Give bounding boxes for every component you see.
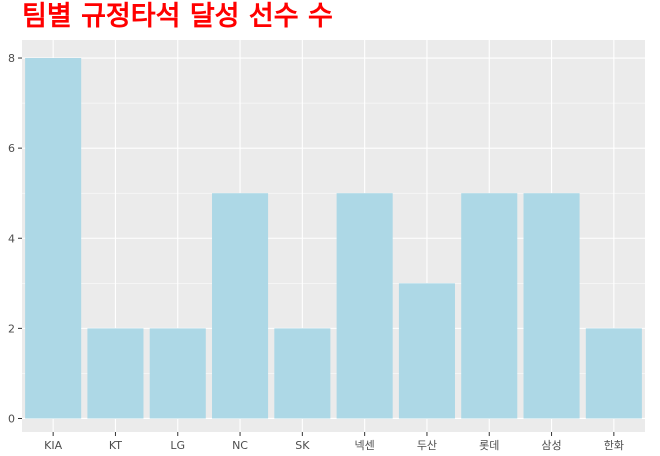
x-tick-label: 롯데 xyxy=(479,439,499,452)
y-tick-label: 4 xyxy=(8,232,15,245)
bar-두산 xyxy=(398,283,455,419)
x-tick-label: NC xyxy=(232,439,248,452)
bar-SK xyxy=(274,328,331,419)
bar-KIA xyxy=(25,58,82,419)
y-tick-label: 8 xyxy=(8,52,15,65)
bar-NC xyxy=(212,193,269,419)
x-tick-label: LG xyxy=(170,439,185,452)
bar-LG xyxy=(149,328,206,419)
x-tick-label: SK xyxy=(295,439,310,452)
x-tick-label: KT xyxy=(109,439,122,452)
x-tick-label: 두산 xyxy=(417,439,437,452)
bar-삼성 xyxy=(523,193,580,419)
x-tick-label: 삼성 xyxy=(541,439,561,452)
bar-넥센 xyxy=(336,193,393,419)
y-tick-label: 6 xyxy=(8,142,15,155)
y-tick-label: 0 xyxy=(8,412,15,425)
y-tick-label: 2 xyxy=(8,322,15,335)
bar-KT xyxy=(87,328,144,419)
x-tick-label: KIA xyxy=(44,439,62,452)
x-tick-label: 한화 xyxy=(604,439,624,452)
chart-title: 팀별 규정타석 달성 선수 수 xyxy=(22,1,333,32)
bar-롯데 xyxy=(461,193,518,419)
axes: KIA KT LG NC SK 넥센 두산 롯데 삼성 한화 0 2 4 6 8 xyxy=(8,52,624,452)
x-tick-label: 넥센 xyxy=(355,439,375,452)
bar-한화 xyxy=(585,328,642,419)
bars xyxy=(25,58,642,419)
